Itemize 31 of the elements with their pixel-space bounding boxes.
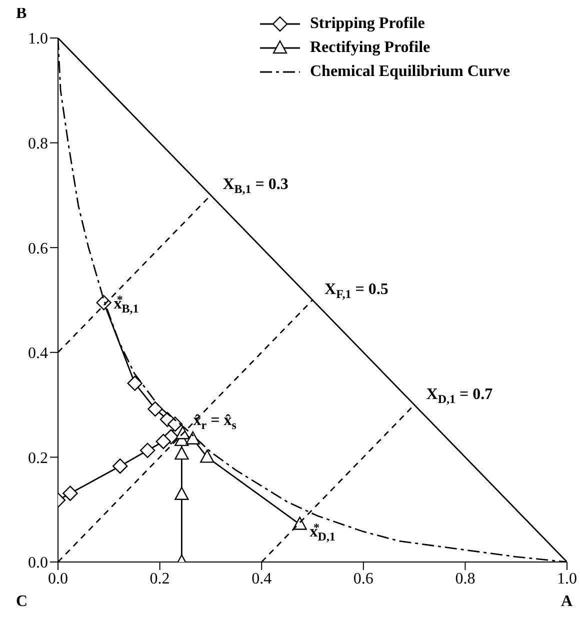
point [127, 376, 142, 391]
point [140, 442, 156, 458]
y-tick-label: 0.4 [28, 345, 48, 362]
x-tick-label: 0.4 [252, 570, 272, 588]
x-tick-label: 0.8 [455, 570, 476, 588]
y-tick-label: 1.0 [28, 30, 48, 48]
point [112, 458, 128, 474]
y-tick-label: 0.8 [28, 135, 48, 152]
point [62, 486, 78, 501]
legend-label: Chemical Equilibrium Curve [310, 62, 510, 82]
y-tick-label: 0.2 [28, 450, 48, 467]
x-tick-label: 0.2 [150, 570, 170, 588]
legend-label: Stripping Profile [310, 14, 425, 34]
point [174, 486, 189, 500]
y-tick-label: 0.0 [28, 554, 48, 572]
annotation: X$_{D,1}$ = 0.7 [426, 386, 493, 406]
x-tick-label: 0.0 [48, 570, 68, 588]
point [200, 450, 214, 463]
point [156, 434, 171, 450]
annotation: X$_{B,1}$ = 0.3 [222, 176, 288, 196]
point [148, 401, 163, 417]
x-tick-label: 1.0 [557, 570, 577, 588]
annotation: X$_{F,1}$ = 0.5 [324, 281, 388, 301]
legend-label: Rectifying Profile [310, 38, 430, 58]
x-tick-label: 0.6 [353, 570, 374, 588]
point [186, 431, 200, 444]
y-tick-label: 0.6 [28, 240, 48, 258]
annotation: C [16, 593, 28, 610]
point [167, 416, 183, 432]
annotation: A [561, 593, 573, 610]
point [174, 446, 189, 460]
